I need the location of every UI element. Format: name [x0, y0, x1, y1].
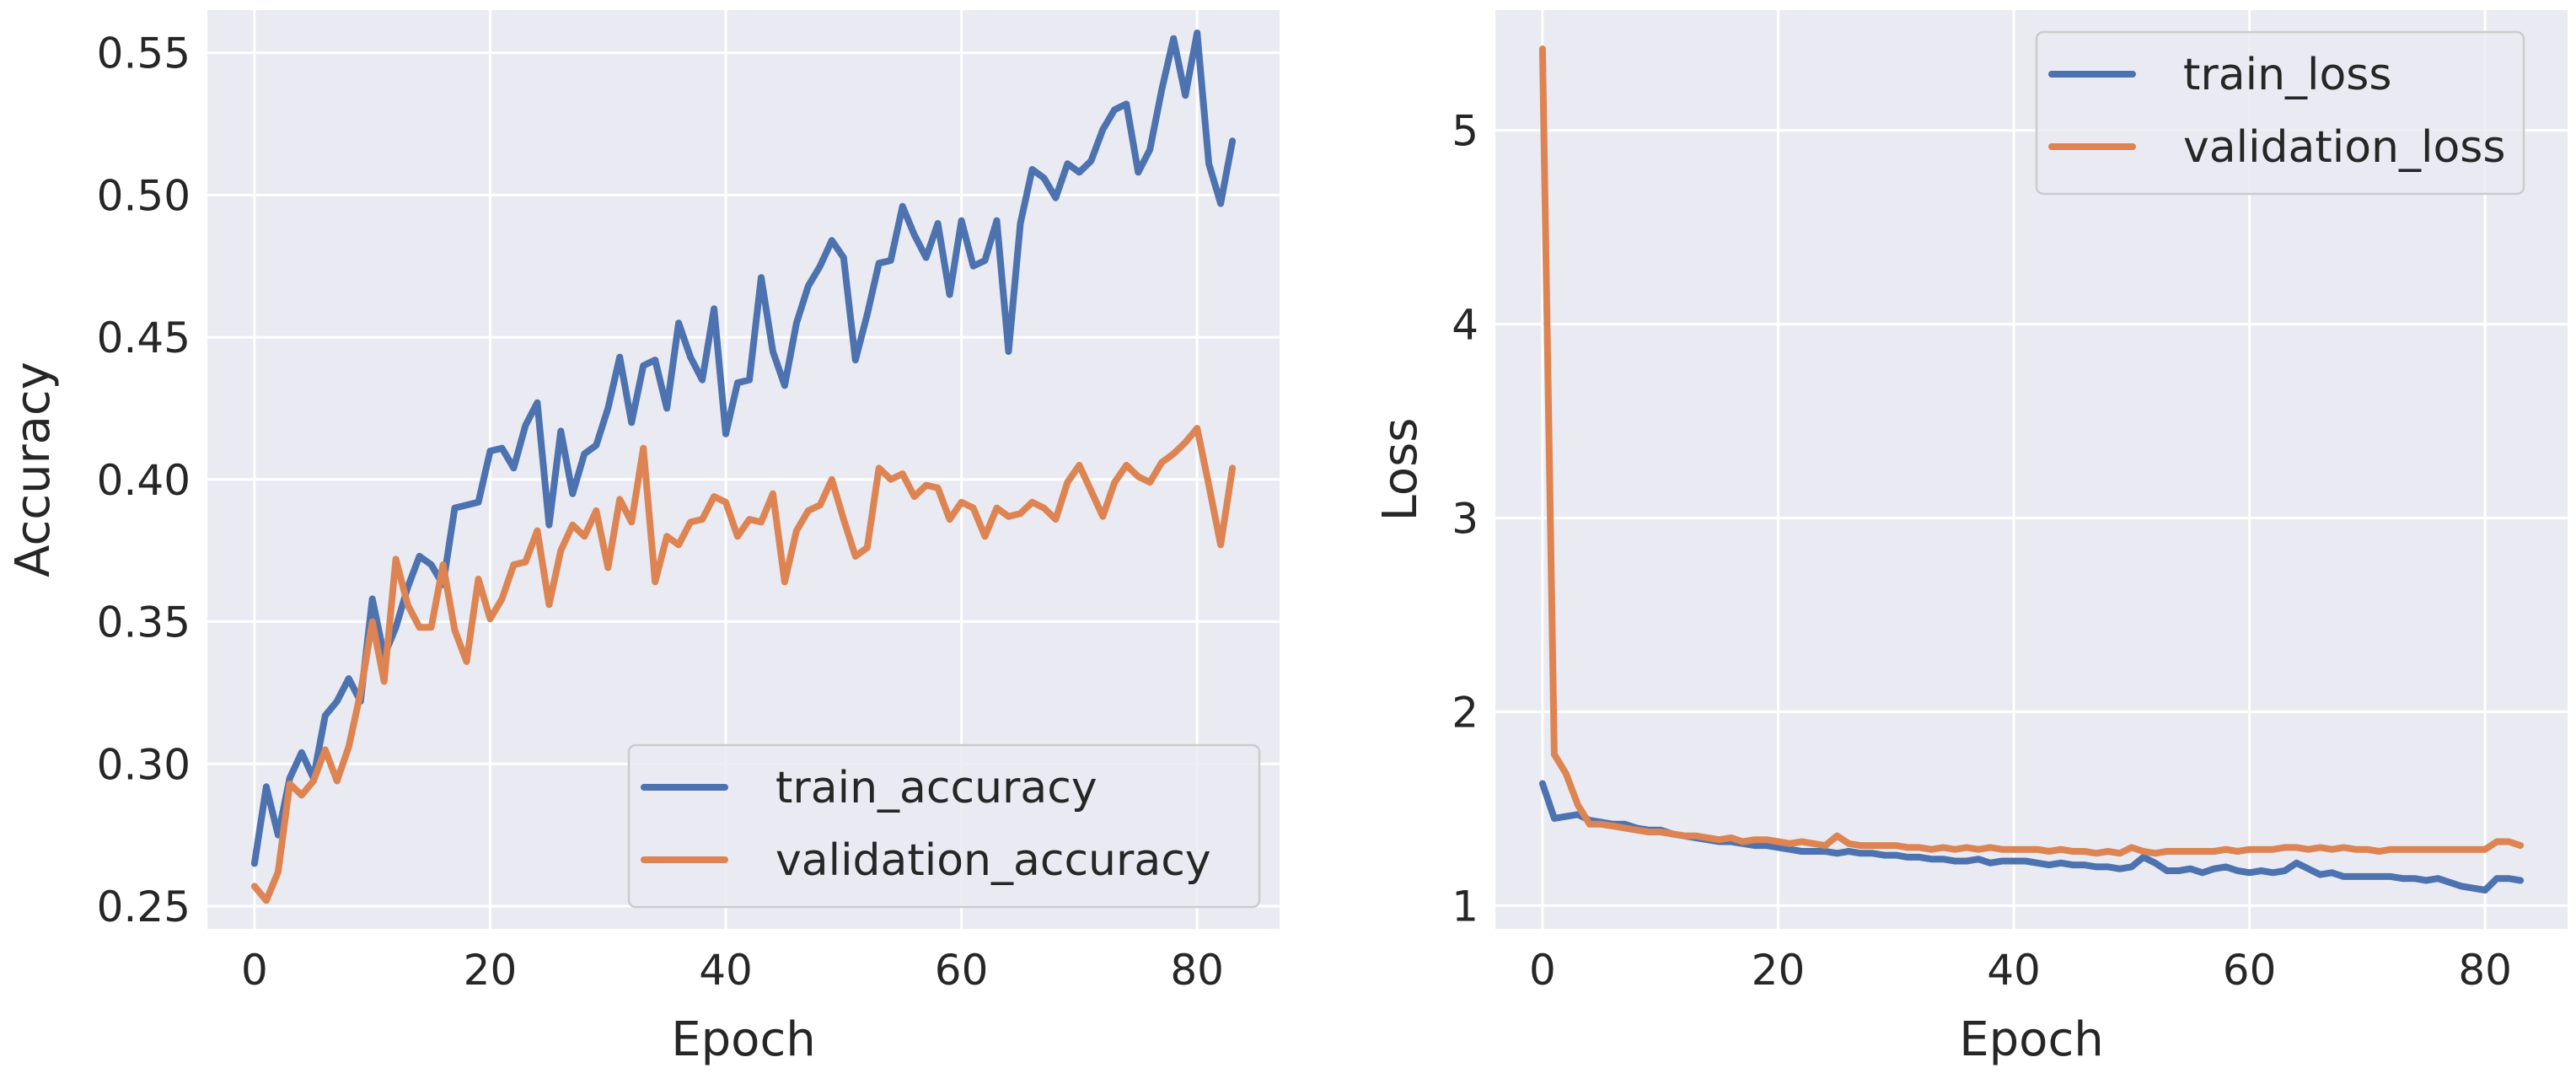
accuracy-y-tick-label: 0.40 [97, 456, 191, 505]
loss-y-axis-label: Loss [1373, 418, 1428, 522]
loss-x-tick-label: 0 [1529, 946, 1556, 995]
loss-y-tick-label: 5 [1452, 107, 1479, 156]
legend-label-validation-loss: validation_loss [2183, 122, 2505, 173]
loss-x-tick-label: 80 [2458, 946, 2512, 995]
accuracy-y-tick-label: 0.45 [97, 314, 191, 362]
accuracy-y-tick-label: 0.30 [97, 740, 191, 789]
loss-y-tick-label: 3 [1452, 494, 1479, 543]
loss-x-tick-label: 20 [1752, 946, 1806, 995]
series-line-validation-accuracy [250, 425, 1237, 904]
accuracy-y-tick-label: 0.55 [97, 30, 191, 78]
accuracy-y-tick-label: 0.50 [97, 171, 191, 220]
loss-y-tick-label: 4 [1452, 301, 1479, 350]
loss-x-axis-label: Epoch [1959, 1012, 2103, 1067]
accuracy-legend: train_accuracy validation_accuracy [627, 743, 1261, 909]
loss-x-tick-label: 60 [2223, 946, 2277, 995]
loss-chart: 0 20 40 60 80 1 2 3 4 5 Epoch Loss train_loss val… [1373, 10, 2568, 1067]
accuracy-chart: 0 20 40 60 80 0.25 0.30 0.35 0.40 0.45 0.50 0.55 Ep… [6, 10, 1280, 1067]
series-line-validation-loss [1538, 46, 2525, 857]
series-line-train-accuracy [250, 30, 1237, 867]
loss-tick-labels: 0 20 40 60 80 1 2 3 4 5 [1452, 107, 2512, 995]
loss-y-tick-label: 1 [1452, 882, 1479, 931]
accuracy-x-tick-label: 20 [464, 946, 518, 995]
accuracy-gridlines [207, 10, 1280, 929]
accuracy-x-tick-label: 60 [935, 946, 989, 995]
accuracy-y-tick-label: 0.25 [97, 883, 191, 931]
accuracy-x-tick-label: 40 [699, 946, 753, 995]
accuracy-tick-labels: 0 20 40 60 80 0.25 0.30 0.35 0.40 0.45 0.50 0.55 [97, 30, 1224, 995]
accuracy-legend-box [627, 743, 1261, 909]
accuracy-x-tick-label: 0 [241, 946, 268, 995]
accuracy-series [250, 30, 1237, 904]
accuracy-y-axis-label: Accuracy [6, 362, 61, 577]
loss-legend-box [2035, 30, 2525, 196]
accuracy-y-tick-label: 0.35 [97, 598, 191, 647]
loss-x-tick-label: 40 [1987, 946, 2041, 995]
loss-y-tick-label: 2 [1452, 688, 1479, 737]
legend-label-train-loss: train_loss [2183, 50, 2391, 100]
legend-label-validation-accuracy: validation_accuracy [775, 835, 1211, 886]
accuracy-x-tick-label: 80 [1170, 946, 1224, 995]
accuracy-x-axis-label: Epoch [671, 1012, 815, 1067]
loss-legend: train_loss validation_loss [2035, 30, 2525, 196]
legend-label-train-accuracy: train_accuracy [775, 763, 1097, 813]
loss-series [1538, 46, 2525, 893]
